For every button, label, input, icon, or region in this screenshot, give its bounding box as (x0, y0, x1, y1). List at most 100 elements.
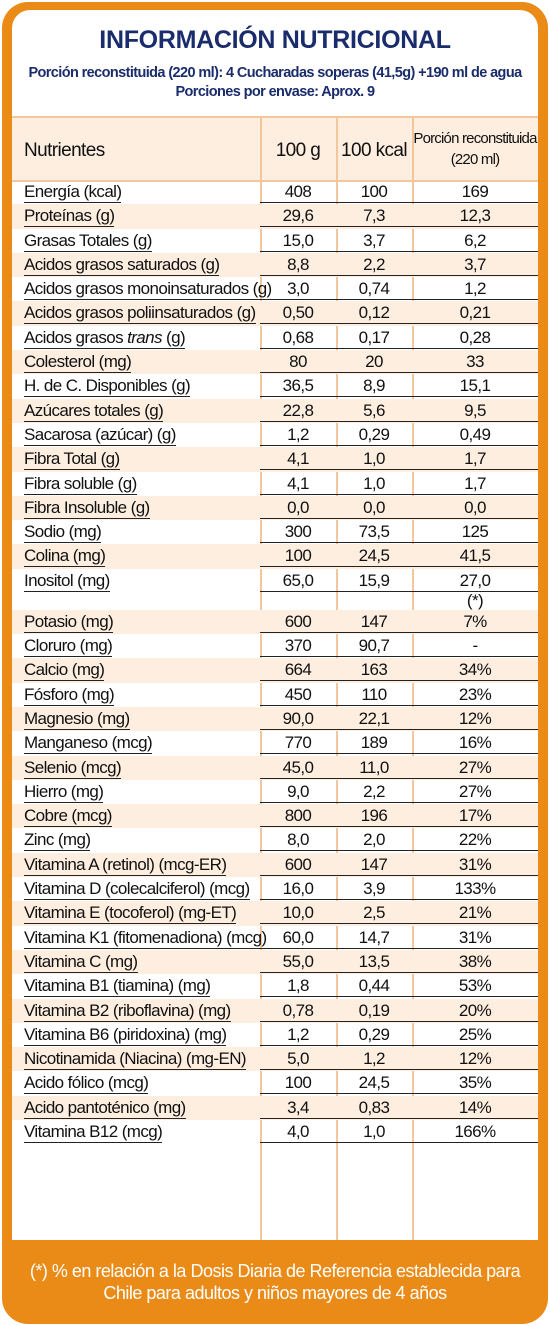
value-per-100g: 4,1 (260, 449, 336, 471)
table-row: Vitamina B2 (riboflavina) (mg) 0,78 0,19 20… (12, 998, 538, 1023)
table-row: Fibra Total (g) 4,1 1,0 1,7 (12, 447, 538, 472)
nutrient-name: H. de C. Disponibles (g) (24, 376, 191, 398)
value-per-serving: 27,0 (412, 571, 538, 592)
value-per-serving: 12% (412, 709, 538, 730)
nutrient-name: Vitamina A (retinol) (mcg-ER) (24, 854, 227, 876)
value-per-serving: 33 (412, 352, 538, 374)
value-per-serving: 15,1 (412, 376, 538, 398)
value-per-100g: 10,0 (260, 903, 336, 925)
nutrient-name: Inositol (mg) (24, 570, 110, 592)
nutrition-table-area: INFORMACIÓN NUTRICIONAL Porción reconsti… (12, 10, 538, 1240)
table-row: Colesterol (mg) 80 20 33 (12, 350, 538, 375)
value-per-100g: 8,0 (260, 830, 336, 852)
value-per-100kcal: 24,5 (336, 1073, 412, 1095)
value-per-100kcal: 2,2 (336, 782, 412, 803)
value-per-100kcal: 2,0 (336, 830, 412, 852)
nutrient-name: Fibra Insoluble (g) (24, 497, 150, 519)
value-per-100kcal: 13,5 (336, 952, 412, 973)
nutrient-name: Proteínas (g) (24, 206, 115, 228)
value-per-100g: 29,6 (260, 206, 336, 228)
value-per-100g: 4,1 (260, 474, 336, 495)
value-per-100kcal: 0,29 (336, 1025, 412, 1046)
table-row: Selenio (mcg) 45,0 11,0 27% (12, 755, 538, 780)
footnote-line-1: (*) % en relación a la Dosis Diaria de R… (29, 1261, 521, 1281)
nutrient-name: Calcio (mg) (24, 660, 105, 682)
nutrient-name: Zinc (mg) (24, 830, 91, 852)
value-per-100g: 90,0 (260, 709, 336, 730)
value-per-100g: 0,78 (260, 1001, 336, 1022)
table-row: Calcio (mg) 664 163 34% (12, 658, 538, 683)
table-row: Grasas Totales (g) 15,0 3,7 6,2 (12, 229, 538, 253)
nutrient-name: Acidos grasos trans (g) (24, 328, 186, 349)
nutrient-name: Fibra soluble (g) (24, 473, 137, 495)
value-per-100kcal: 0,74 (336, 279, 412, 301)
value-per-serving: 31% (412, 928, 538, 949)
table-row: Fibra soluble (g) 4,1 1,0 1,7 (12, 472, 538, 496)
value-per-100g: 8,8 (260, 255, 336, 276)
value-per-serving: 22% (412, 830, 538, 852)
table-row: Inositol (mg) 65,0 15,9 27,0 (*) (12, 569, 538, 610)
value-per-100kcal: 1,0 (336, 1122, 412, 1143)
value-per-100g: 22,8 (260, 401, 336, 422)
value-per-serving: 25% (412, 1025, 538, 1046)
value-per-100kcal: 2,2 (336, 255, 412, 276)
value-per-serving: 3,7 (412, 255, 538, 276)
table-header: Nutrientes 100 g 100 kcal Porción recons… (12, 116, 538, 182)
table-row: Acido pantoténico (mg) 3,4 0,83 14% (12, 1095, 538, 1120)
value-per-serving: 27% (412, 782, 538, 803)
table-row: Fibra Insoluble (g) 0,0 0,0 0,0 (12, 495, 538, 521)
nutrient-name: Hierro (mg) (24, 781, 104, 803)
value-per-100g: 36,5 (260, 376, 336, 398)
nutrient-name: Fósforo (mg) (24, 684, 115, 706)
value-per-100g: 1,2 (260, 1025, 336, 1046)
table-row: Vitamina B1 (tiamina) (mg) 1,8 0,44 53% (12, 974, 538, 998)
nutrient-name: Vitamina B2 (riboflavina) (mg) (24, 1000, 231, 1022)
table-row: Hierro (mg) 9,0 2,2 27% (12, 780, 538, 804)
value-per-serving: 27% (412, 758, 538, 779)
value-per-100g: 3,4 (260, 1098, 336, 1119)
nutrient-name: Cobre (mcg) (24, 806, 112, 828)
value-per-100kcal: 20 (336, 352, 412, 374)
value-per-serving: 17% (412, 806, 538, 828)
header-per-serving-line2: (220 ml) (450, 151, 500, 168)
value-per-100g: 408 (260, 182, 336, 203)
table-row: Nicotinamida (Niacina) (mg-EN) 5,0 1,2 12% (12, 1047, 538, 1072)
footnote: (*) % en relación a la Dosis Diaria de R… (2, 1260, 548, 1304)
table-row: Vitamina K1 (fitomenadiona) (mcg) 60,0 14,… (12, 926, 538, 950)
value-per-serving: 125 (412, 522, 538, 544)
nutrient-name: Selenio (mcg) (24, 757, 122, 779)
value-per-serving: 35% (412, 1073, 538, 1095)
nutrient-name: Fibra Total (g) (24, 449, 120, 471)
value-per-100kcal: 0,44 (336, 976, 412, 998)
value-per-100g: 4,0 (260, 1122, 336, 1143)
value-per-100g: 450 (260, 685, 336, 706)
value-per-100g: 0,50 (260, 303, 336, 325)
value-per-100g: 1,8 (260, 976, 336, 998)
value-per-100g: 0,68 (260, 328, 336, 349)
table-row: Potasio (mg) 600 147 7% (12, 609, 538, 635)
table-row: Vitamina A (retinol) (mcg-ER) 600 147 31% (12, 852, 538, 878)
table-row: Acidos grasos saturados (g) 8,8 2,2 3,7 (12, 252, 538, 278)
nutrient-name: Vitamina E (tocoferol) (mg-ET) (24, 903, 237, 925)
nutrient-rows: Energía (kcal) 408 100 169 Proteínas (g) 29,6… (12, 180, 538, 1144)
nutrient-name: Colina (mg) (24, 546, 106, 568)
value-per-100g: 80 (260, 352, 336, 374)
value-per-100kcal: 24,5 (336, 546, 412, 568)
serving-size-text: Porción reconstituida (220 ml): 4 Cuchar… (28, 65, 522, 81)
nutrient-name: Vitamina B1 (tiamina) (mg) (24, 976, 211, 998)
value-per-100g: 5,0 (260, 1049, 336, 1071)
nutrient-name: Acido fólico (mcg) (24, 1073, 149, 1095)
value-per-100kcal: 3,7 (336, 231, 412, 252)
value-per-100kcal: 196 (336, 806, 412, 828)
table-row: Vitamina D (colecalciferol) (mcg) 16,0 3,9… (12, 877, 538, 901)
table-row: Vitamina B6 (piridoxina) (mg) 1,2 0,29 25% (12, 1023, 538, 1047)
value-per-100kcal: 163 (336, 660, 412, 682)
table-row: Acidos grasos poliinsaturados (g) 0,50 0,1… (12, 301, 538, 326)
table-row: Colina (mg) 100 24,5 41,5 (12, 544, 538, 569)
value-per-100g: 770 (260, 733, 336, 755)
nutrient-name: Colesterol (mg) (24, 352, 132, 374)
value-per-100kcal: 73,5 (336, 522, 412, 544)
value-per-serving: 1,2 (412, 279, 538, 301)
nutrient-name: Acidos grasos monoinsaturados (g) (24, 279, 272, 301)
value-per-100g: 16,0 (260, 879, 336, 901)
